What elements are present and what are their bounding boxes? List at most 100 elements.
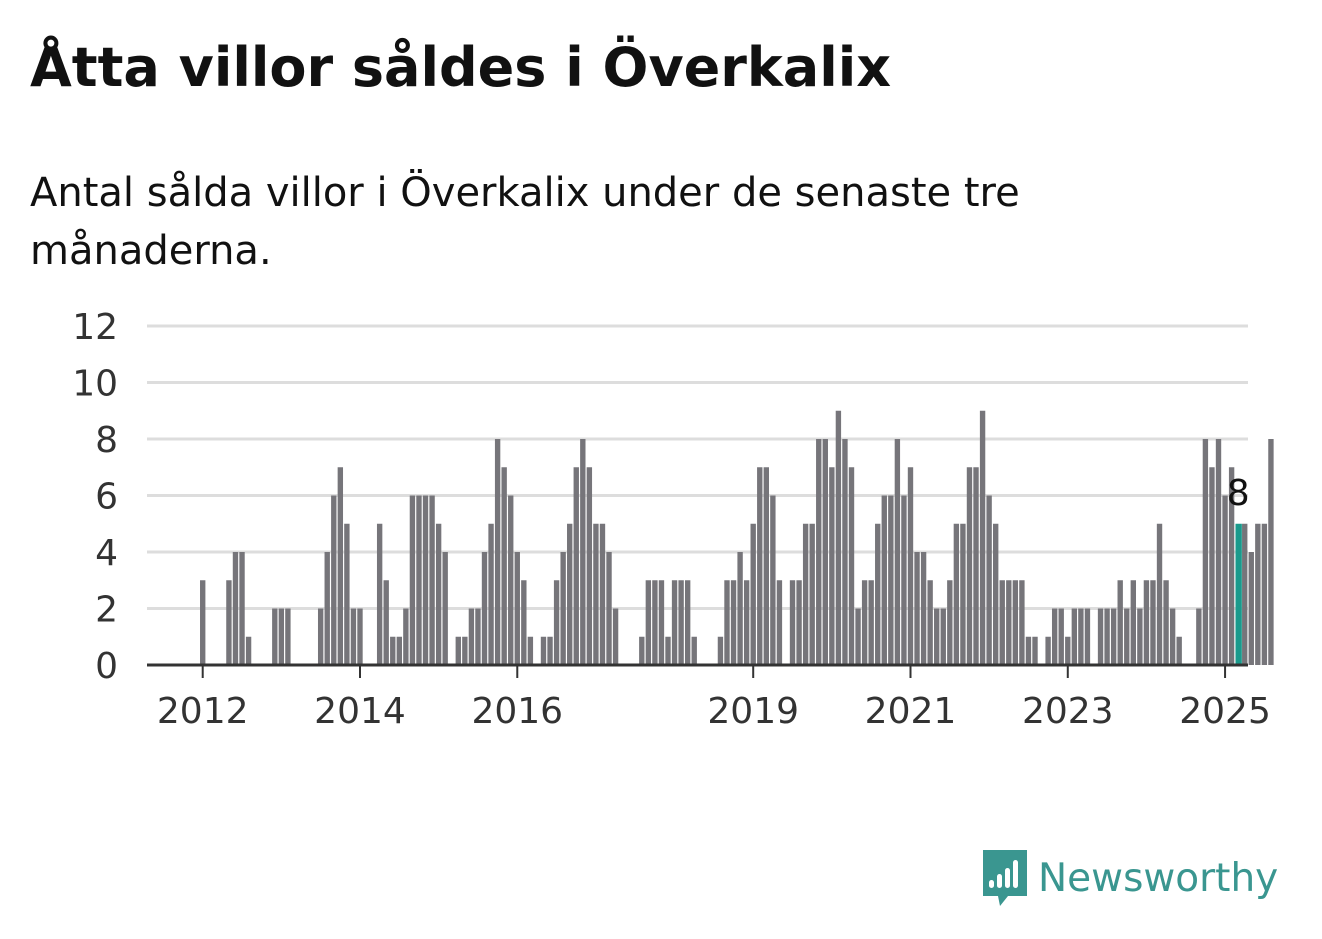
x-tick-label: 2016 — [471, 691, 563, 732]
bar — [1228, 467, 1235, 665]
x-tick-label: 2019 — [707, 691, 799, 732]
bar — [1156, 523, 1163, 665]
bar — [1169, 608, 1176, 665]
highlight-value-label: 8 — [1227, 473, 1250, 514]
bar — [993, 523, 999, 665]
bar — [757, 467, 763, 665]
x-tick-label: 2012 — [157, 691, 249, 732]
bar — [855, 608, 861, 665]
bar — [1012, 580, 1019, 665]
bar — [403, 608, 409, 665]
bar — [593, 523, 599, 665]
bar — [1209, 467, 1215, 665]
highlight-bar — [1235, 523, 1242, 665]
bar — [934, 608, 940, 665]
bar — [1019, 580, 1025, 665]
newsworthy-logo: Newsworthy — [980, 848, 1278, 908]
x-tick-label: 2021 — [865, 691, 957, 732]
bar — [324, 552, 330, 665]
y-tick-label: 10 — [72, 364, 118, 405]
y-tick-label: 2 — [95, 590, 118, 631]
bar — [658, 580, 665, 665]
bar — [724, 580, 730, 665]
bar — [514, 552, 520, 665]
bar — [966, 467, 973, 665]
bar — [868, 580, 874, 665]
bar — [612, 608, 619, 665]
bar — [802, 523, 809, 665]
bar — [763, 467, 769, 665]
bar — [226, 580, 232, 665]
bar — [501, 467, 507, 665]
bar — [986, 495, 992, 665]
bar — [1058, 608, 1064, 665]
y-tick-label: 8 — [95, 420, 118, 461]
bar-chart: 0 2 4 6 8 10 12 8 2012 2014 2016 2019 2021 2023 2025 — [72, 307, 1274, 732]
bar — [1006, 580, 1012, 665]
bar — [888, 495, 894, 665]
bar — [1078, 608, 1084, 665]
x-tick-label: 2023 — [1022, 691, 1114, 732]
bar — [1065, 636, 1071, 665]
bar — [848, 467, 855, 665]
bar — [586, 467, 593, 665]
bar — [645, 580, 652, 665]
bar — [573, 467, 579, 665]
bar — [435, 523, 442, 665]
x-tick-label: 2014 — [314, 691, 406, 732]
bar — [560, 552, 566, 665]
bar — [953, 523, 960, 665]
bar — [875, 523, 881, 665]
bar — [861, 580, 868, 665]
bar — [1150, 580, 1156, 665]
bar — [527, 636, 534, 665]
bar — [835, 410, 842, 665]
bar — [1248, 552, 1254, 665]
bar — [245, 636, 252, 665]
bar — [494, 439, 501, 665]
bar — [350, 608, 357, 665]
bar — [599, 523, 606, 665]
bar — [1045, 636, 1051, 665]
bar — [671, 580, 678, 665]
bar — [730, 580, 737, 665]
bar — [979, 410, 986, 665]
bar — [508, 495, 514, 665]
bar — [1104, 608, 1110, 665]
bar — [1117, 580, 1123, 665]
bar — [665, 636, 671, 665]
bar — [317, 608, 324, 665]
bar — [1025, 636, 1032, 665]
newsworthy-icon — [983, 850, 1027, 906]
bar — [737, 552, 743, 665]
bar — [776, 580, 783, 665]
bar — [1051, 608, 1058, 665]
bar — [278, 608, 285, 665]
bar — [894, 439, 901, 665]
bar — [1110, 608, 1117, 665]
bar — [1176, 636, 1182, 665]
bar — [1143, 580, 1150, 665]
bar — [1071, 608, 1078, 665]
bar — [429, 495, 435, 665]
bar — [1084, 608, 1091, 665]
bar — [842, 439, 848, 665]
bar — [232, 552, 239, 665]
bar — [920, 552, 927, 665]
bar — [337, 467, 344, 665]
bar — [1097, 608, 1104, 665]
bar — [796, 580, 802, 665]
bar — [927, 580, 933, 665]
bar — [717, 636, 724, 665]
bar — [376, 523, 383, 665]
bar — [468, 608, 475, 665]
bar — [999, 580, 1005, 665]
bar — [422, 495, 429, 665]
bar — [390, 636, 396, 665]
bar — [455, 636, 461, 665]
bar — [383, 580, 389, 665]
chart-title: Åtta villor såldes i Överkalix — [30, 36, 892, 99]
brand-name: Newsworthy — [1038, 855, 1279, 901]
bar — [1130, 580, 1136, 665]
y-tick-label: 4 — [95, 533, 118, 574]
